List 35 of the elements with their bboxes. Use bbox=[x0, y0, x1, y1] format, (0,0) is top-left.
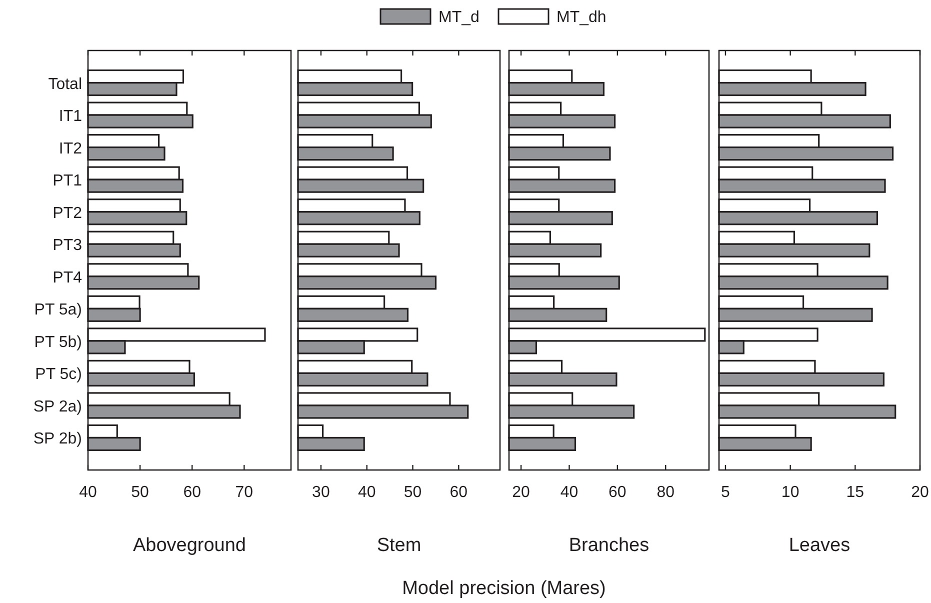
y-tick-label: IT2 bbox=[58, 140, 82, 158]
x-axis-title: Branches bbox=[568, 535, 650, 556]
x-tick-label: 5 bbox=[721, 484, 730, 501]
y-tick-label: PT3 bbox=[52, 237, 82, 254]
x-axis-title: Stem bbox=[376, 535, 422, 556]
x-tick-label: 60 bbox=[183, 484, 202, 501]
x-tick-label: 40 bbox=[358, 484, 376, 501]
legend-label: MT_d bbox=[438, 9, 480, 26]
y-tick-label: SP 2a) bbox=[33, 398, 82, 416]
y-tick-label: PT 5b) bbox=[34, 334, 82, 351]
x-tick-label: 40 bbox=[79, 484, 97, 501]
x-tick-label: 60 bbox=[450, 484, 468, 501]
y-tick-label: PT 5c) bbox=[35, 366, 82, 384]
x-tick-label: 20 bbox=[512, 484, 530, 501]
x-axis-title: Leaves bbox=[788, 535, 850, 556]
x-tick-label: 20 bbox=[911, 484, 929, 501]
y-tick-label: IT1 bbox=[58, 108, 82, 126]
x-tick-label: 15 bbox=[846, 484, 864, 501]
legend-label: MT_dh bbox=[556, 9, 606, 26]
x-tick-label: 50 bbox=[131, 484, 150, 501]
x-tick-label: 10 bbox=[781, 484, 800, 501]
y-tick-label: PT 5a) bbox=[34, 302, 82, 319]
y-tick-label: PT2 bbox=[52, 204, 82, 222]
x-tick-label: 60 bbox=[608, 484, 626, 501]
y-tick-label: PT4 bbox=[52, 269, 82, 286]
x-tick-label: 40 bbox=[560, 484, 578, 501]
x-tick-label: 50 bbox=[404, 484, 422, 501]
x-axis-title: Aboveground bbox=[132, 535, 246, 556]
y-tick-label: SP 2b) bbox=[33, 430, 82, 448]
text: Model precision (Mares) bbox=[402, 578, 606, 599]
x-tick-label: 30 bbox=[312, 484, 330, 501]
x-tick-label: 70 bbox=[235, 484, 254, 501]
y-tick-label: Total bbox=[48, 76, 82, 93]
y-tick-label: PT1 bbox=[52, 172, 82, 190]
x-tick-label: 80 bbox=[656, 484, 675, 501]
